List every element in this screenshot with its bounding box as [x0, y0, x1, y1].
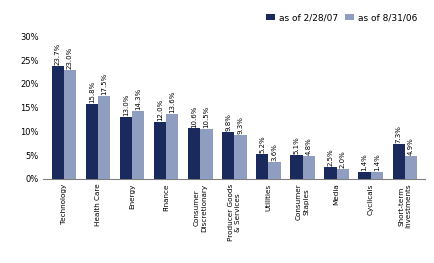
- Bar: [302, 156, 315, 179]
- Text: 2.5%: 2.5%: [328, 148, 333, 166]
- Text: 5.2%: 5.2%: [260, 135, 265, 153]
- Text: 13.0%: 13.0%: [123, 94, 129, 116]
- Bar: [393, 144, 405, 179]
- Bar: [52, 66, 64, 179]
- Bar: [256, 154, 269, 179]
- Text: 5.1%: 5.1%: [293, 136, 299, 154]
- Text: 1.4%: 1.4%: [374, 154, 380, 171]
- Text: 14.3%: 14.3%: [135, 88, 141, 110]
- Bar: [154, 122, 166, 179]
- Text: 9.8%: 9.8%: [225, 113, 231, 131]
- Bar: [324, 167, 337, 179]
- Text: 10.6%: 10.6%: [191, 105, 197, 128]
- Text: 10.5%: 10.5%: [204, 106, 209, 128]
- Text: 4.8%: 4.8%: [306, 137, 312, 155]
- Text: 13.6%: 13.6%: [169, 91, 175, 113]
- Bar: [85, 104, 98, 179]
- Bar: [358, 172, 371, 179]
- Bar: [120, 117, 132, 179]
- Text: 12.0%: 12.0%: [157, 99, 163, 121]
- Bar: [222, 132, 234, 179]
- Legend: as of 2/28/07, as of 8/31/06: as of 2/28/07, as of 8/31/06: [263, 9, 421, 26]
- Text: 9.3%: 9.3%: [237, 116, 243, 134]
- Text: 4.9%: 4.9%: [408, 137, 414, 155]
- Text: 1.4%: 1.4%: [362, 154, 368, 171]
- Bar: [290, 155, 302, 179]
- Bar: [234, 135, 247, 179]
- Text: 23.7%: 23.7%: [55, 43, 61, 65]
- Bar: [166, 114, 178, 179]
- Text: 7.3%: 7.3%: [396, 125, 402, 143]
- Bar: [132, 111, 145, 179]
- Bar: [269, 162, 281, 179]
- Bar: [64, 70, 76, 179]
- Bar: [371, 172, 383, 179]
- Text: 17.5%: 17.5%: [101, 73, 107, 95]
- Bar: [337, 169, 349, 179]
- Text: 2.0%: 2.0%: [340, 151, 346, 168]
- Text: 3.6%: 3.6%: [272, 143, 278, 161]
- Bar: [98, 96, 110, 179]
- Text: 15.8%: 15.8%: [89, 80, 95, 103]
- Bar: [405, 155, 417, 179]
- Bar: [200, 129, 213, 179]
- Bar: [188, 129, 200, 179]
- Text: 23.0%: 23.0%: [67, 46, 73, 69]
